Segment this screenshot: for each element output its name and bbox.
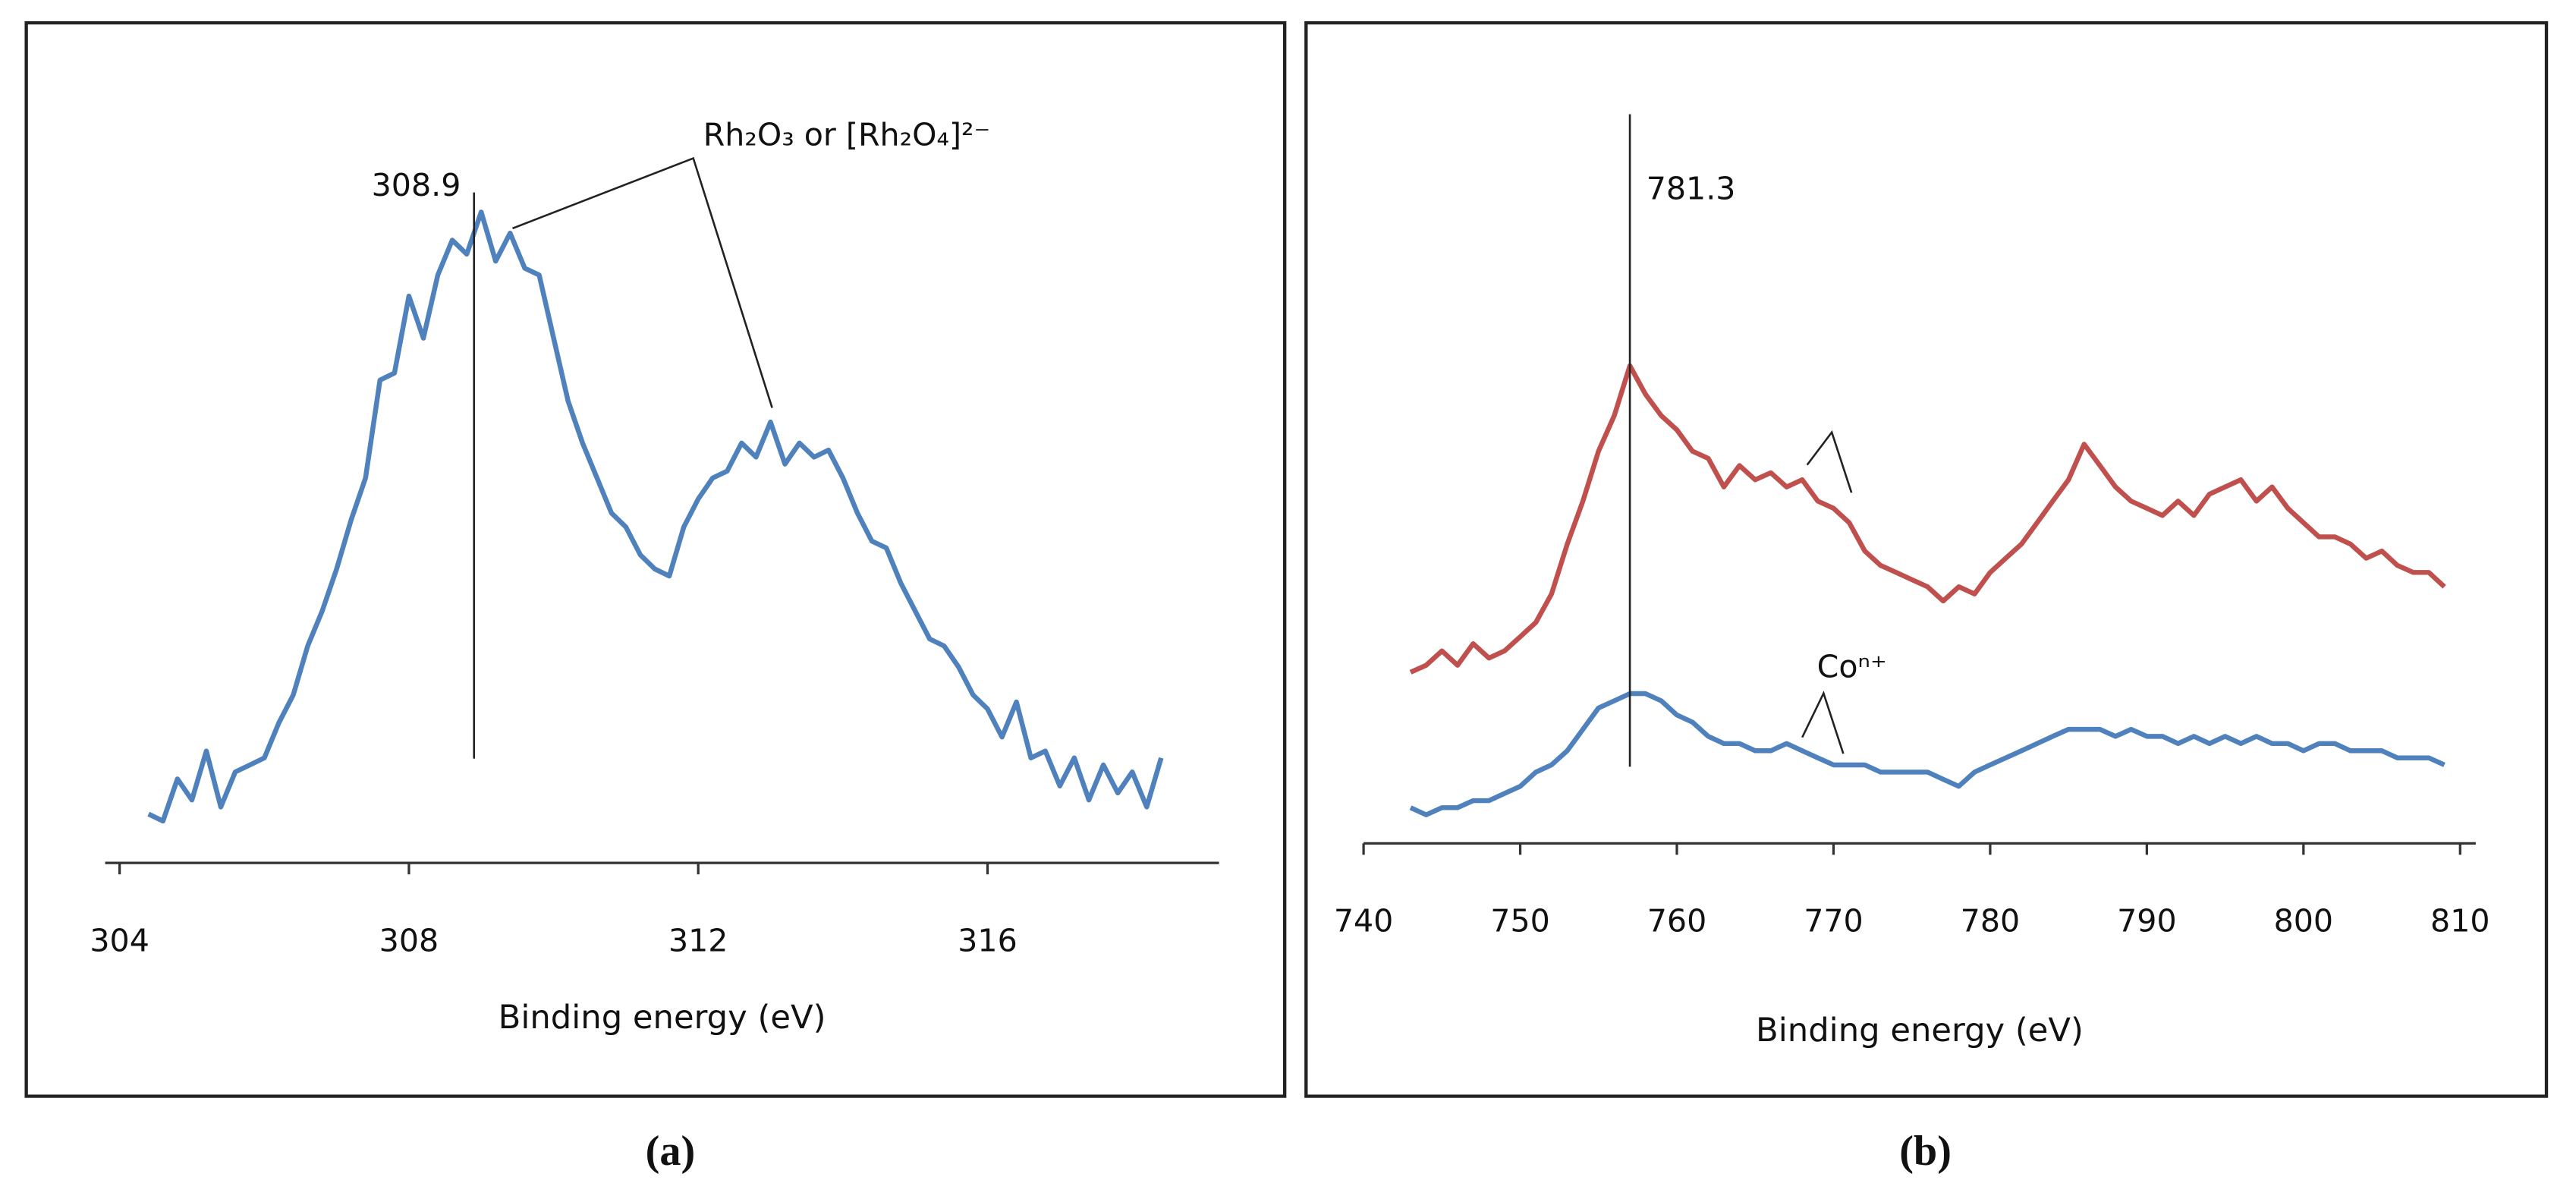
x-tick-label: 750 bbox=[1490, 903, 1550, 939]
annotation-label: Coⁿ⁺ bbox=[1817, 648, 1887, 684]
annotation-label: 308.9 bbox=[372, 167, 461, 203]
data-line bbox=[1409, 691, 2445, 817]
panel-frame bbox=[24, 20, 1287, 1098]
annotation-label: 781.3 bbox=[1647, 171, 1736, 207]
x-tick-label: 316 bbox=[958, 923, 1018, 959]
x-tick-label: 780 bbox=[1961, 903, 2021, 939]
x-tick-label: 308 bbox=[379, 923, 439, 959]
x-tick-label: 740 bbox=[1334, 903, 1394, 939]
annotation-label: Rh₂O₃ or [Rh₂O₄]²⁻ bbox=[703, 117, 991, 153]
leader-line bbox=[512, 156, 773, 408]
x-axis-title: Binding energy (eV) bbox=[1756, 1012, 2084, 1050]
data-line bbox=[1409, 363, 2446, 675]
x-tick-label: 312 bbox=[668, 923, 728, 959]
x-tick-label: 770 bbox=[1804, 903, 1864, 939]
x-tick-label: 790 bbox=[2117, 903, 2177, 939]
x-tick-label: 304 bbox=[90, 923, 149, 959]
panel-caption: (b) bbox=[1899, 1128, 1952, 1175]
leader-line bbox=[1806, 430, 1853, 493]
panel-frame bbox=[1304, 20, 2549, 1098]
x-tick-label: 800 bbox=[2274, 903, 2334, 939]
x-tick-label: 760 bbox=[1647, 903, 1707, 939]
panel-caption: (a) bbox=[646, 1128, 696, 1175]
x-axis-title: Binding energy (eV) bbox=[499, 999, 826, 1037]
data-line bbox=[147, 209, 1164, 824]
leader-line bbox=[1801, 691, 1845, 754]
x-tick-label: 810 bbox=[2430, 903, 2490, 939]
